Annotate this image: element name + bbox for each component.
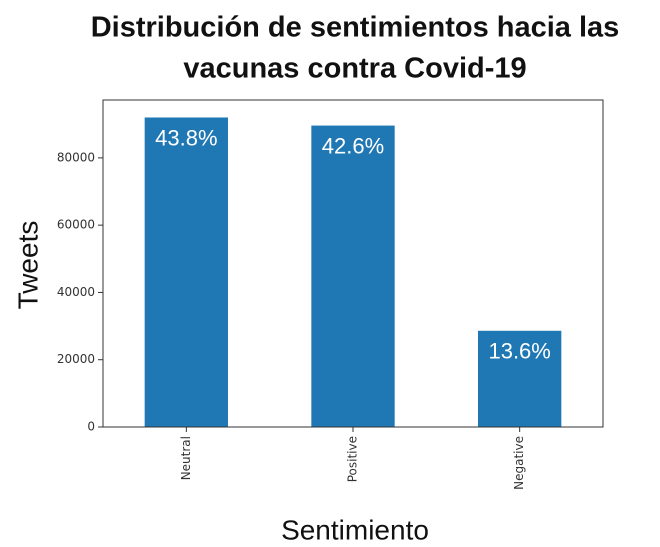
plot-frame xyxy=(102,99,604,428)
chart-title: Distribución de sentimientos hacia las xyxy=(91,12,620,44)
x-tick-label: Negative xyxy=(512,436,526,490)
y-tick-label: 80000 xyxy=(57,150,95,164)
x-tick-label: Positive xyxy=(346,436,360,482)
value-label: 43.8% xyxy=(155,125,217,150)
y-axis-label: Tweets xyxy=(12,221,43,310)
bar xyxy=(478,330,562,427)
chart-title: vacunas contra Covid-19 xyxy=(183,53,526,85)
y-tick-label: 20000 xyxy=(57,352,95,366)
x-tick-label: Neutral xyxy=(179,436,193,480)
value-label: 13.6% xyxy=(488,339,550,364)
bar xyxy=(311,125,395,427)
value-label: 42.6% xyxy=(322,133,384,158)
y-tick-label: 60000 xyxy=(57,218,95,232)
x-axis-label: Sentimiento xyxy=(281,514,429,545)
y-tick-label: 40000 xyxy=(57,285,95,299)
bar xyxy=(144,117,228,427)
y-tick-label: 0 xyxy=(87,420,95,434)
